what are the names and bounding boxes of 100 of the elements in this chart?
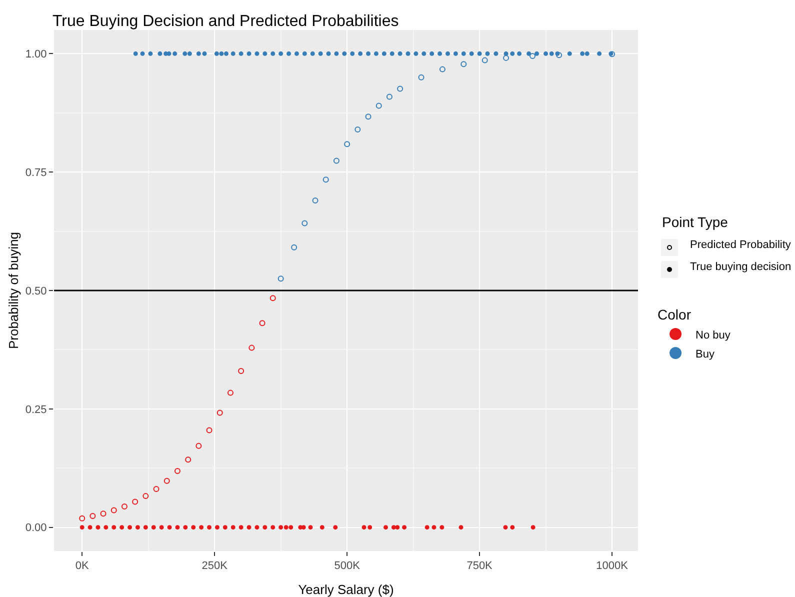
- point: [288, 525, 294, 530]
- point: [424, 525, 430, 530]
- point: [362, 525, 366, 530]
- point: [301, 525, 306, 530]
- point: [121, 503, 128, 510]
- point: [207, 525, 212, 530]
- point: [88, 525, 92, 530]
- point: [391, 525, 396, 530]
- point: [132, 498, 138, 505]
- y-tick-label: 1.00: [25, 48, 47, 61]
- point: [439, 66, 446, 72]
- point: [270, 525, 276, 530]
- x-tick-label: 750K: [466, 560, 494, 572]
- y-tick-label: 0.75: [25, 166, 47, 179]
- point: [344, 141, 350, 148]
- point: [199, 525, 204, 530]
- point: [112, 525, 116, 530]
- point: [556, 52, 562, 58]
- point: [153, 486, 160, 492]
- point: [312, 198, 318, 204]
- point: [530, 525, 536, 530]
- chart-title: True Buying Decision and Predicted Probabilities: [52, 13, 399, 30]
- point: [185, 456, 192, 463]
- x-tick-label: 250K: [202, 560, 228, 572]
- x-axis-title: Yearly Salary ($): [298, 582, 394, 597]
- point: [278, 525, 284, 530]
- legend-title: Color: [658, 306, 692, 323]
- point: [206, 427, 212, 434]
- text: True buying decision: [690, 261, 792, 273]
- point: [175, 525, 180, 530]
- point: [440, 525, 444, 530]
- point: [386, 94, 392, 100]
- point: [278, 276, 284, 282]
- point: [90, 512, 96, 519]
- point: [128, 525, 132, 530]
- point: [80, 525, 84, 530]
- point: [246, 525, 252, 530]
- point: [120, 525, 124, 530]
- point: [376, 102, 382, 109]
- point: [196, 442, 202, 449]
- point: [222, 525, 228, 530]
- point: [110, 507, 117, 514]
- point: [530, 53, 536, 60]
- point: [368, 525, 372, 530]
- y-tick-label: 0.25: [25, 404, 47, 416]
- point: [254, 525, 260, 530]
- point: [402, 525, 407, 530]
- point: [262, 525, 268, 530]
- point: [174, 468, 180, 474]
- point: [100, 510, 106, 517]
- point: [164, 478, 170, 484]
- point: [151, 525, 156, 530]
- y-tick-label: 0.00: [25, 522, 47, 534]
- point: [167, 525, 172, 530]
- point: [248, 344, 255, 351]
- legend-label: Buy: [696, 348, 715, 360]
- point: [460, 61, 467, 68]
- point: [458, 525, 464, 530]
- y-axis-title: Probability of buying: [6, 232, 21, 350]
- y-tick-label: 0.50: [25, 285, 47, 298]
- text: Point Type: [662, 214, 728, 230]
- x-tick-label: 1000K: [596, 560, 629, 572]
- point: [143, 525, 148, 530]
- point: [270, 295, 276, 302]
- point: [384, 525, 388, 530]
- point: [216, 410, 223, 416]
- point: [320, 525, 324, 530]
- point: [482, 57, 488, 64]
- point: [214, 525, 220, 530]
- point: [284, 525, 288, 530]
- point: [354, 126, 361, 132]
- point: [238, 368, 244, 374]
- point: [230, 525, 236, 530]
- point: [302, 220, 308, 226]
- point: [333, 158, 340, 164]
- point: [308, 525, 313, 530]
- point: [227, 390, 234, 396]
- point: [397, 86, 404, 92]
- point: [365, 114, 372, 120]
- x-tick-label: 0K: [75, 560, 90, 572]
- point: [183, 525, 188, 530]
- point: [191, 525, 196, 530]
- legend-label: No buy: [696, 329, 731, 342]
- point: [104, 525, 108, 530]
- point: [432, 525, 436, 530]
- point: [135, 525, 140, 530]
- point: [291, 244, 298, 250]
- point: [259, 320, 266, 326]
- text: Predicted Probability: [690, 239, 792, 251]
- x-tick-label: 500K: [334, 560, 361, 572]
- point: [159, 525, 164, 530]
- point: [333, 525, 338, 530]
- point: [79, 515, 86, 522]
- point: [395, 525, 400, 530]
- point: [238, 525, 244, 530]
- point: [142, 493, 149, 500]
- point: [510, 525, 515, 530]
- point: [503, 525, 508, 530]
- point: [418, 74, 424, 80]
- point: [96, 525, 100, 530]
